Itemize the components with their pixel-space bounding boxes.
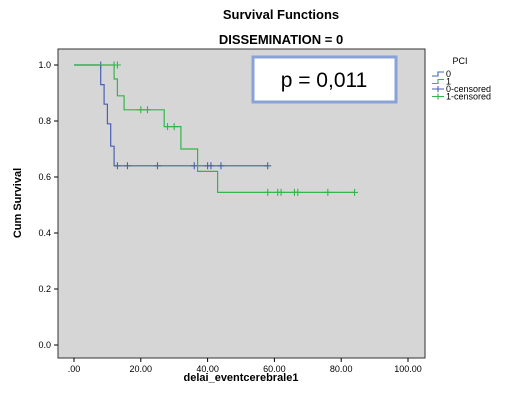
legend-label: 0-censored [446,84,491,94]
x-axis: .00 20.00 40.00 60.00 80.00 100.00 [68,358,422,374]
series-1 [74,61,359,196]
y-tick-label: 0.2 [38,284,51,294]
censored-marker-1 [294,188,302,196]
censored-marker-1 [137,106,145,114]
x-tick-label: 40.00 [196,364,219,374]
censored-marker-0 [207,162,215,170]
censored-marker-0 [113,162,121,170]
legend-line-swatch [432,78,444,85]
series-0 [74,61,272,170]
x-tick-label: 80.00 [330,364,353,374]
legend-line-swatch [432,71,444,77]
censored-marker-1 [324,188,332,196]
p-value-box [251,55,398,104]
censored-marker-0 [190,162,198,170]
legend-label: 1-censored [446,92,491,102]
p-value-annotation: p = 0,011 [281,69,368,92]
chart-subtitle: DISSEMINATION = 0 [219,32,343,47]
censored-marker-0 [217,162,225,170]
series-layer [74,61,359,196]
censored-marker-0 [264,162,272,170]
legend-title: PCI [452,56,467,66]
legend-label: 0 [446,69,451,79]
y-axis: 0.0 0.2 0.4 0.6 0.8 1.0 [38,60,58,350]
legend-label: 1 [446,77,451,87]
y-tick-label: 0.4 [38,228,51,238]
y-tick-label: 0.8 [38,116,51,126]
censored-marker-1 [143,106,151,114]
x-tick-label: 20.00 [130,364,153,374]
x-tick-label: 100.00 [394,364,422,374]
survival-line-0 [74,64,268,167]
censored-marker-1 [113,61,121,69]
y-tick-label: 1.0 [38,60,51,70]
legend-censored-swatch [432,93,444,100]
x-tick-label: 60.00 [263,364,286,374]
censored-marker-0 [123,162,131,170]
censored-marker-1 [264,188,272,196]
censored-marker-1 [277,188,285,196]
y-tick-label: 0.6 [38,172,51,182]
censored-marker-1 [164,123,172,131]
legend-censored-swatch [432,86,444,92]
censored-marker-0 [154,162,161,170]
censored-marker-1 [351,188,359,196]
y-axis-label: Cum Survival [12,168,24,238]
x-tick-label: .00 [68,364,81,374]
chart-title: Survival Functions [223,7,339,22]
censored-marker-1 [170,123,178,131]
x-axis-label: delai_eventcerebrale1 [184,372,299,384]
y-tick-label: 0.0 [38,340,51,350]
